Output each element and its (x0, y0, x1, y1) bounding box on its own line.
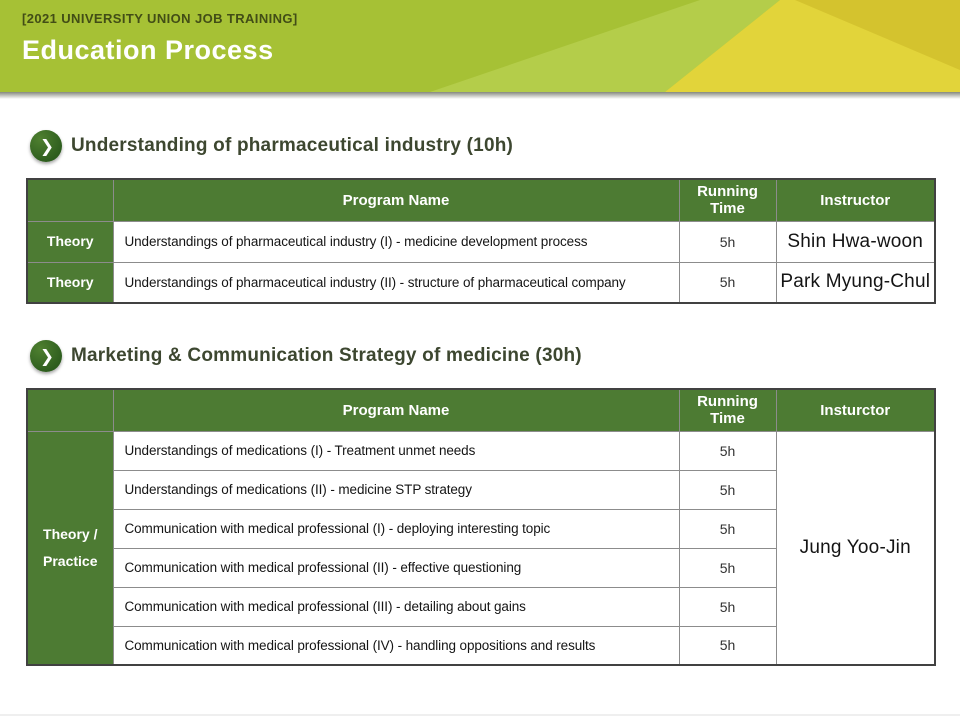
pharma-industry-table: Program Name Running Time Instructor The… (26, 178, 936, 304)
table-row: Communication with medical professional … (27, 508, 935, 549)
table-row: Theory / Practice Understandings of medi… (26, 430, 936, 666)
header-cell-program: Program Name (112, 388, 680, 432)
chevron-right-circle-icon: ❯ (30, 130, 62, 162)
header-cell-program: Program Name (112, 178, 680, 222)
table-header-row: Program Name Running Time Instructor (26, 178, 936, 222)
time-cell: 5h (678, 625, 777, 666)
table-row: Theory Understandings of pharmaceutical … (26, 261, 936, 304)
time-cell: 5h (678, 469, 777, 510)
banner-eyebrow: [2021 UNIVERSITY UNION JOB TRAINING] (22, 11, 298, 26)
program-cell: Communication with medical professional … (112, 508, 680, 549)
header-cell-type (26, 388, 114, 432)
table-row: Communication with medical professional … (27, 586, 935, 627)
program-cell: Understandings of pharmaceutical industr… (112, 220, 680, 263)
time-cell: 5h (678, 430, 777, 471)
program-cell: Understandings of pharmaceutical industr… (112, 261, 680, 304)
header-cell-instructor: Instructor (775, 178, 936, 222)
program-cell: Understandings of medications (II) - med… (112, 469, 680, 510)
type-cell: Theory (26, 220, 114, 263)
table-header-row: Program Name Running Time Insturctor (26, 388, 936, 432)
table-row: Communication with medical professional … (27, 625, 935, 666)
slide-header-banner: [2021 UNIVERSITY UNION JOB TRAINING] Edu… (0, 0, 960, 92)
banner-background-shapes (0, 0, 960, 92)
program-cell: Communication with medical professional … (112, 625, 680, 666)
time-cell: 5h (678, 547, 777, 588)
marketing-strategy-table: Program Name Running Time Insturctor The… (26, 388, 936, 666)
program-cell: Communication with medical professional … (112, 586, 680, 627)
program-cell: Understandings of medications (I) - Trea… (112, 430, 680, 471)
banner-shadow-divider (0, 92, 960, 99)
merged-instructor-cell: Jung Yoo-Jin (775, 430, 936, 666)
time-cell: 5h (678, 508, 777, 549)
merged-type-cell: Theory / Practice (26, 430, 114, 666)
type-cell: Theory (26, 261, 114, 304)
section-2-title: Marketing & Communication Strategy of me… (71, 345, 582, 366)
header-cell-running-time: Running Time (678, 388, 777, 432)
section-2-title-row: ❯ Marketing & Communication Strategy of … (30, 340, 960, 372)
header-cell-running-time: Running Time (678, 178, 777, 222)
bottom-edge-line (0, 714, 960, 716)
page-title: Education Process (22, 35, 274, 65)
time-cell: 5h (678, 220, 777, 263)
instructor-cell: Park Myung-Chul (775, 261, 936, 304)
time-cell: 5h (678, 261, 777, 304)
section-1-title-row: ❯ Understanding of pharmaceutical indust… (30, 130, 960, 162)
header-cell-instructor: Insturctor (775, 388, 936, 432)
table-row: Theory Understandings of pharmaceutical … (26, 220, 936, 263)
header-cell-type (26, 178, 114, 222)
chevron-right-circle-icon: ❯ (30, 340, 62, 372)
instructor-cell: Shin Hwa-woon (775, 220, 936, 263)
program-cell: Communication with medical professional … (112, 547, 680, 588)
section-1-title: Understanding of pharmaceutical industry… (71, 135, 514, 156)
time-cell: 5h (678, 586, 777, 627)
